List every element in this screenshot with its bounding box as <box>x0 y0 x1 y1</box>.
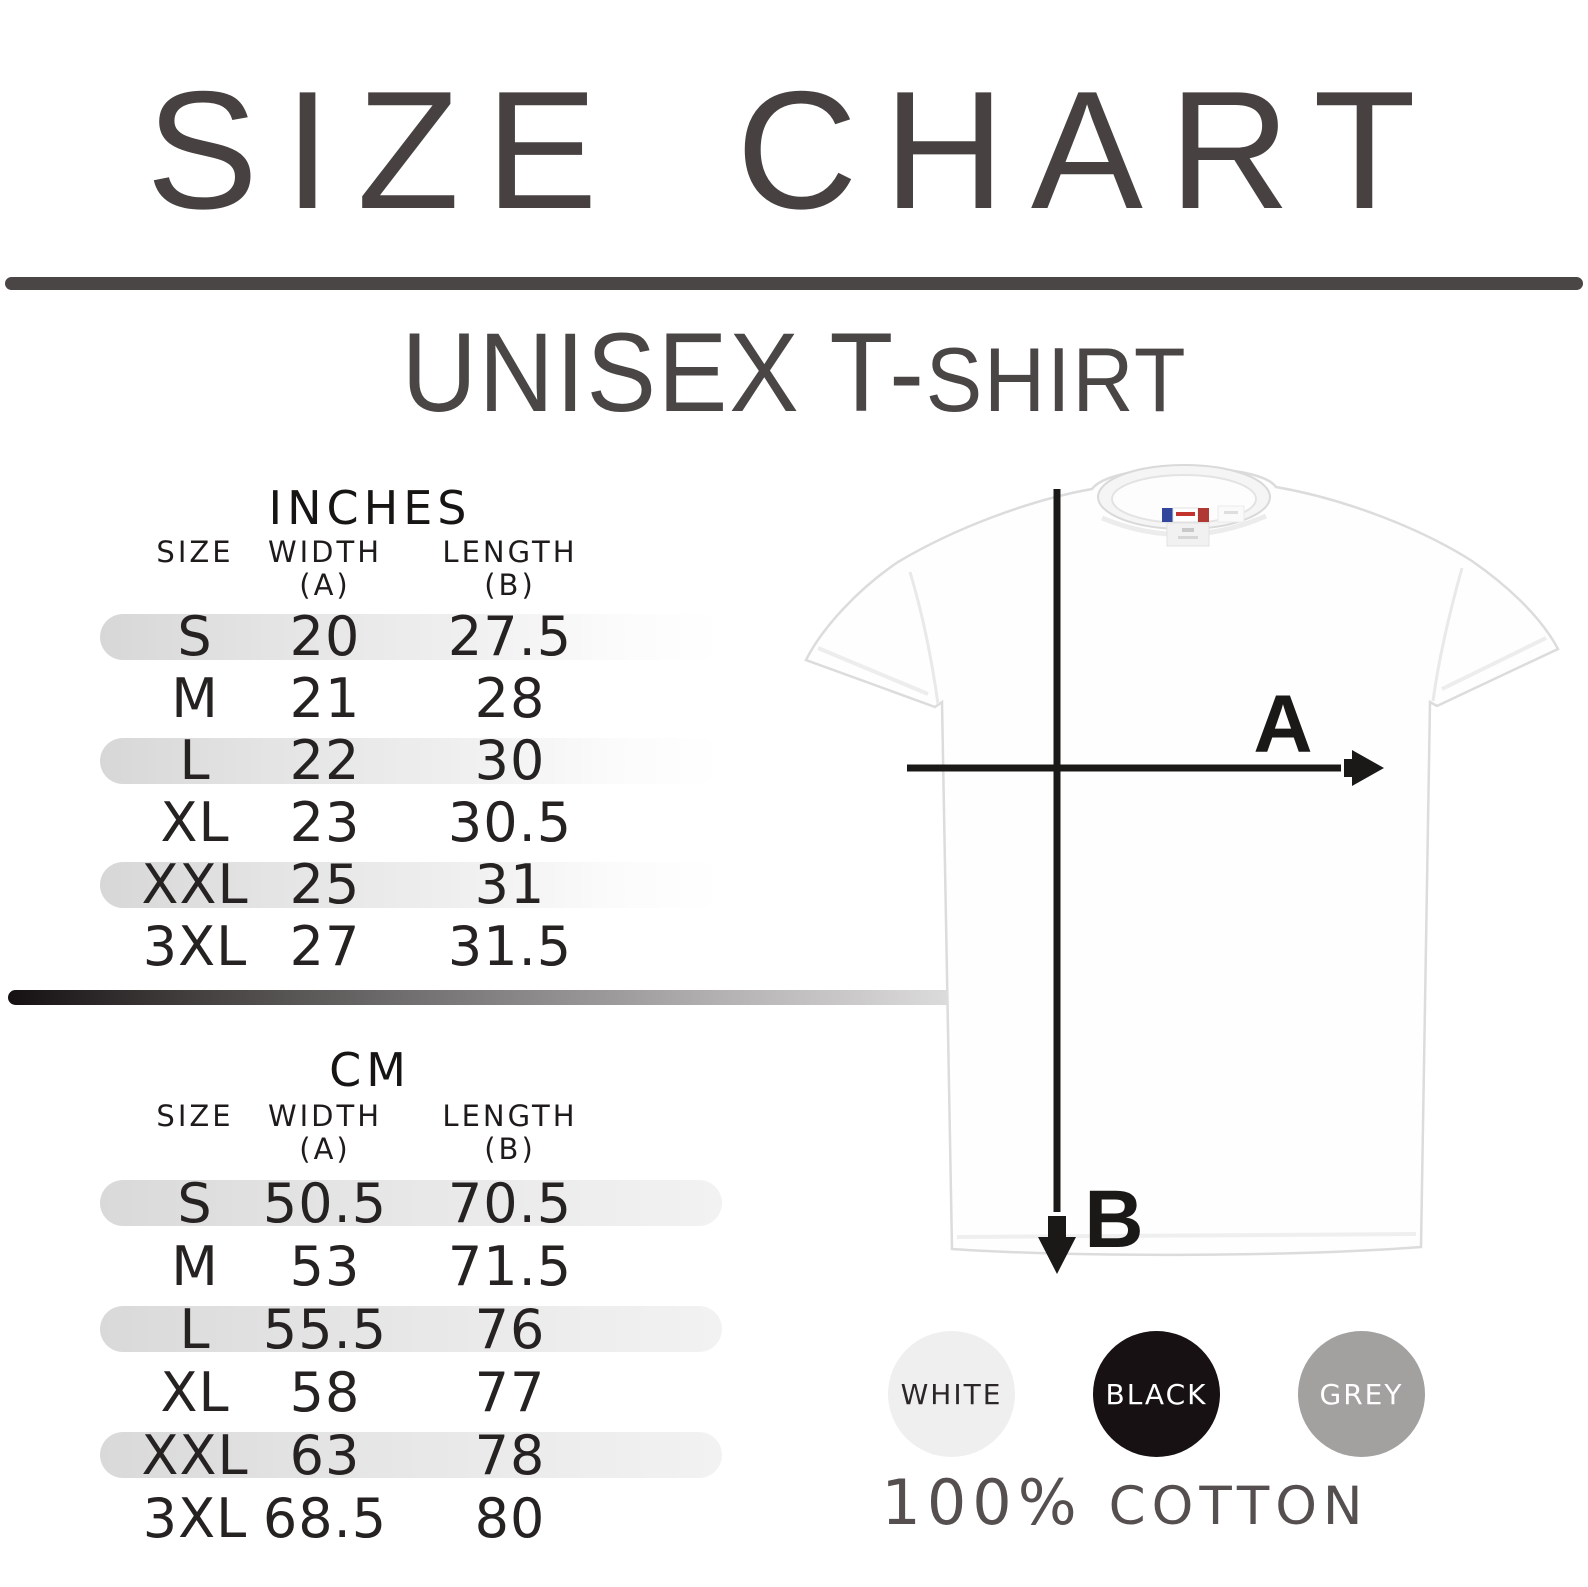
page-title: SIZE CHART <box>146 56 1442 244</box>
left-sleeve-seam <box>908 571 940 705</box>
length-cell: 30 <box>474 729 546 792</box>
swatch-label: GREY <box>1319 1377 1404 1411</box>
subtitle-text: UNISEX T-SHIRT <box>401 308 1187 437</box>
right-sleeve-seam <box>1431 567 1464 702</box>
table-row: L 55.5 76 <box>100 1297 722 1361</box>
size-cell: XXL <box>141 1423 249 1487</box>
size-cell: L <box>179 1297 211 1361</box>
color-swatch-white: WHITE <box>888 1331 1015 1457</box>
size-cell: S <box>177 1171 213 1235</box>
width-cell: 58 <box>289 1360 361 1424</box>
header-length-sub: (B) <box>484 1132 536 1166</box>
header-size: SIZE <box>156 535 234 569</box>
length-cell: 76 <box>474 1297 546 1361</box>
table-row: 3XL 68.5 80 <box>140 1487 620 1550</box>
tshirt-body <box>804 466 1560 1257</box>
size-cell: M <box>171 667 219 730</box>
page-subtitle: UNISEX T-SHIRT <box>0 308 1588 437</box>
length-cell: 27.5 <box>447 605 573 668</box>
header-width: WIDTH (A) <box>250 1100 400 1165</box>
width-cell: 68.5 <box>262 1486 388 1550</box>
header-length-sub: (B) <box>484 568 536 602</box>
width-cell: 20 <box>289 605 361 668</box>
size-cell: XXL <box>141 853 249 916</box>
size-cell: XL <box>160 1360 230 1424</box>
size-cell: 3XL <box>142 915 248 978</box>
header-size: SIZE <box>156 1099 234 1133</box>
size-cell: M <box>171 1234 219 1298</box>
length-cell: 78 <box>474 1423 546 1487</box>
length-arrowhead-icon <box>1038 1216 1076 1274</box>
header-length: LENGTH (B) <box>400 536 620 601</box>
size-cell: 3XL <box>142 1486 248 1550</box>
material-note: 100% COTTON <box>845 1466 1405 1539</box>
width-cell: 63 <box>289 1423 361 1487</box>
cm-table-rows: S 50.5 70.5 M 53 71.5 L 55.5 76 XL 58 77 XXL 63 78 3XL 6… <box>100 1171 722 1550</box>
right-cuff-stitch <box>1441 636 1547 691</box>
swatch-label: WHITE <box>900 1377 1003 1411</box>
length-cell: 31.5 <box>447 915 573 978</box>
width-cell: 50.5 <box>262 1171 388 1235</box>
table-row: XL 23 30.5 <box>140 792 620 854</box>
width-arrowhead-icon <box>1344 750 1384 786</box>
table-row: 3XL 27 31.5 <box>140 916 620 978</box>
length-marker-label: B <box>1084 1174 1143 1265</box>
width-cell: 21 <box>289 667 361 730</box>
size-cell: L <box>179 729 211 792</box>
title-divider <box>5 277 1583 290</box>
material-percent: 100% <box>881 1466 1083 1539</box>
width-cell: 23 <box>289 791 361 854</box>
inches-table-rows: S 20 27.5 M 21 28 L 22 30 XL 23 30.5 XXL 25 31 3XL 27 31.… <box>100 605 722 978</box>
header-width: WIDTH (A) <box>250 536 400 601</box>
swatch-label: BLACK <box>1105 1377 1208 1411</box>
cm-table-header: SIZE WIDTH (A) LENGTH (B) <box>140 1100 620 1165</box>
table-row: M 21 28 <box>140 668 620 730</box>
width-cell: 22 <box>289 729 361 792</box>
subtitle-main: UNISEX T- <box>401 310 926 435</box>
material-name: COTTON <box>1108 1476 1369 1537</box>
size-cell: XL <box>160 791 230 854</box>
width-cell: 25 <box>289 853 361 916</box>
length-cell: 80 <box>474 1486 546 1550</box>
header-width-sub: (A) <box>299 1132 351 1166</box>
inches-table-header: SIZE WIDTH (A) LENGTH (B) <box>140 536 620 601</box>
table-row: XL 58 77 <box>140 1361 620 1424</box>
table-row: L 22 30 <box>100 729 722 792</box>
color-swatch-grey: GREY <box>1298 1331 1425 1457</box>
header-width-sub: (A) <box>299 568 351 602</box>
length-cell: 70.5 <box>447 1171 573 1235</box>
table-row: S 20 27.5 <box>100 605 722 668</box>
table-row: S 50.5 70.5 <box>100 1171 722 1235</box>
length-cell: 30.5 <box>447 791 573 854</box>
tshirt-diagram: A B <box>804 464 1560 1274</box>
length-cell: 31 <box>474 853 546 916</box>
size-cell: S <box>177 605 213 668</box>
subtitle-small: SHIRT <box>925 330 1187 431</box>
width-marker-label: A <box>1253 679 1312 770</box>
width-cell: 55.5 <box>262 1297 388 1361</box>
section-divider <box>8 990 1173 1005</box>
header-length: LENGTH (B) <box>400 1100 620 1165</box>
color-swatch-black: BLACK <box>1093 1331 1220 1457</box>
left-cuff-stitch <box>817 646 929 696</box>
table-row: M 53 71.5 <box>140 1235 620 1298</box>
length-cell: 71.5 <box>447 1234 573 1298</box>
width-cell: 53 <box>289 1234 361 1298</box>
color-swatches: WHITE BLACK GREY <box>888 1331 1425 1457</box>
table-row: XXL 25 31 <box>100 853 722 916</box>
brand-label <box>1162 505 1245 547</box>
cm-table-title: CM <box>329 1043 411 1097</box>
length-cell: 77 <box>474 1360 546 1424</box>
length-cell: 28 <box>474 667 546 730</box>
table-row: XXL 63 78 <box>100 1423 722 1487</box>
hem-stitch <box>956 1232 1417 1239</box>
inches-table-title: INCHES <box>268 481 472 535</box>
width-cell: 27 <box>289 915 361 978</box>
